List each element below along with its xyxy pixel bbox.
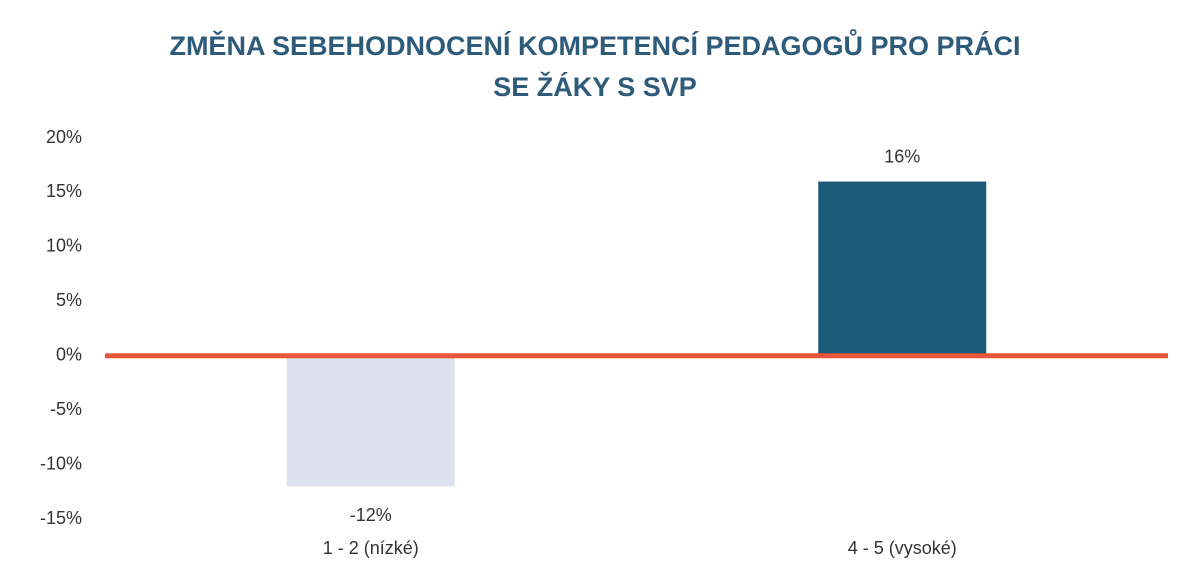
- data-label: 16%: [884, 146, 920, 166]
- y-tick-label: 0%: [56, 344, 82, 364]
- y-tick-label: -5%: [50, 399, 82, 419]
- y-tick-label: 5%: [56, 290, 82, 310]
- bar: [818, 181, 987, 356]
- x-tick-label: 4 - 5 (vysoké): [848, 538, 957, 558]
- y-tick-label: 20%: [46, 127, 82, 147]
- y-tick-label: 15%: [46, 181, 82, 201]
- x-tick-label: 1 - 2 (nízké): [323, 538, 419, 558]
- y-tick-label: -10%: [40, 453, 82, 473]
- y-tick-label: 10%: [46, 236, 82, 256]
- data-label: -12%: [350, 505, 392, 525]
- chart-title: ZMĚNA SEBEHODNOCENÍ KOMPETENCÍ PEDAGOGŮ …: [169, 28, 1020, 61]
- bar: [286, 355, 455, 487]
- y-tick-label: -15%: [40, 508, 82, 528]
- chart-title: SE ŽÁKY S SVP: [493, 71, 697, 102]
